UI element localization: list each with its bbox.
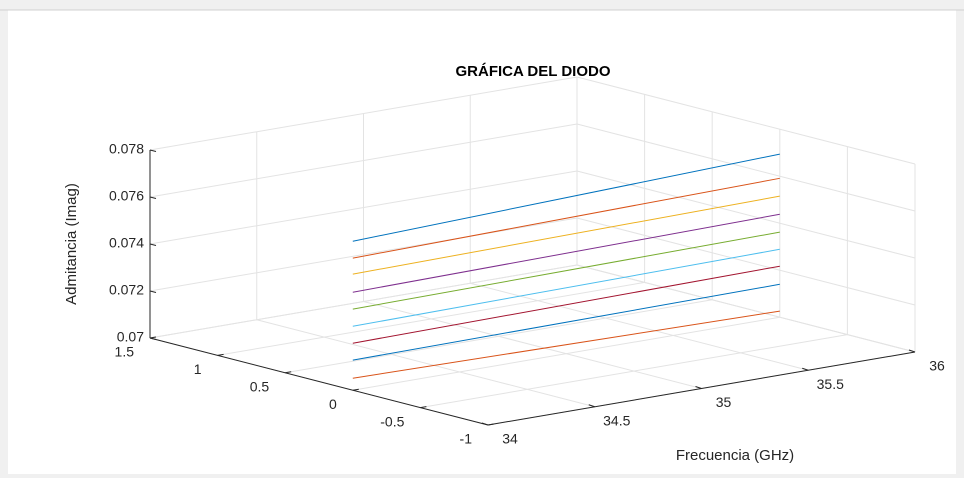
- data-line: [352, 265, 780, 344]
- grid-line: [576, 123, 916, 212]
- y-tick-label: -1: [460, 431, 473, 447]
- grid-line: [285, 299, 713, 374]
- x-tick-label: 34.5: [603, 412, 630, 428]
- z-axis-label: Admitancia (Imag): [63, 183, 80, 305]
- z-tick: [149, 337, 157, 340]
- y-tick-label: 1: [194, 361, 202, 377]
- chart-title: GRÁFICA DEL DIODO: [455, 63, 610, 80]
- grid-line: [256, 319, 595, 408]
- x-tick-label: 35: [716, 394, 732, 410]
- y-axis: [149, 337, 489, 426]
- x-tick: [695, 386, 702, 389]
- x-tick-label: 35.5: [817, 376, 844, 392]
- grid-line: [149, 76, 578, 151]
- z-tick-label: 0.072: [109, 282, 144, 298]
- z-tick-label: 0.074: [109, 235, 144, 251]
- y-tick-label: 1.5: [115, 344, 135, 360]
- grid-line: [363, 301, 702, 389]
- x-tick: [908, 349, 916, 353]
- grid-line: [576, 217, 916, 306]
- data-line: [352, 177, 780, 259]
- grid-line: [217, 281, 645, 356]
- z-tick-label: 0.07: [117, 329, 144, 345]
- z-tick-label: 0.076: [109, 188, 144, 204]
- data-line: [352, 153, 780, 242]
- grid-line: [576, 76, 916, 165]
- x-tick: [588, 404, 595, 408]
- data-line: [352, 283, 780, 361]
- y-tick: [217, 353, 224, 356]
- z-tick: [149, 243, 157, 246]
- grid-line: [576, 264, 916, 353]
- data-line: [352, 213, 780, 293]
- grid-line: [149, 264, 578, 339]
- y-tick: [420, 406, 427, 409]
- x-tick: [802, 367, 809, 371]
- y-tick: [352, 388, 359, 391]
- y-tick: [285, 371, 292, 374]
- x-axis-label: Frecuencia (GHz): [676, 447, 794, 464]
- y-tick: [487, 423, 495, 426]
- y-tick-label: -0.5: [380, 413, 404, 429]
- z-tick: [149, 149, 157, 152]
- grid-line: [470, 282, 809, 371]
- data-line: [352, 310, 780, 379]
- grid-line: [420, 334, 848, 409]
- x-tick-label: 36: [929, 358, 945, 374]
- data-line: [352, 231, 780, 310]
- data-line: [352, 195, 780, 275]
- grid-line: [149, 123, 578, 198]
- z-tick-label: 0.078: [109, 141, 144, 157]
- z-tick: [149, 196, 157, 199]
- grid-line: [149, 217, 578, 292]
- x-tick: [481, 422, 489, 426]
- x-tick-label: 34: [502, 431, 518, 447]
- grid-line: [576, 170, 916, 259]
- data-line: [352, 248, 780, 327]
- z-tick: [149, 290, 157, 293]
- grid-line: [352, 316, 780, 391]
- grid-line: [149, 170, 578, 245]
- y-tick-label: 0: [329, 396, 337, 412]
- y-tick-label: 0.5: [250, 379, 270, 395]
